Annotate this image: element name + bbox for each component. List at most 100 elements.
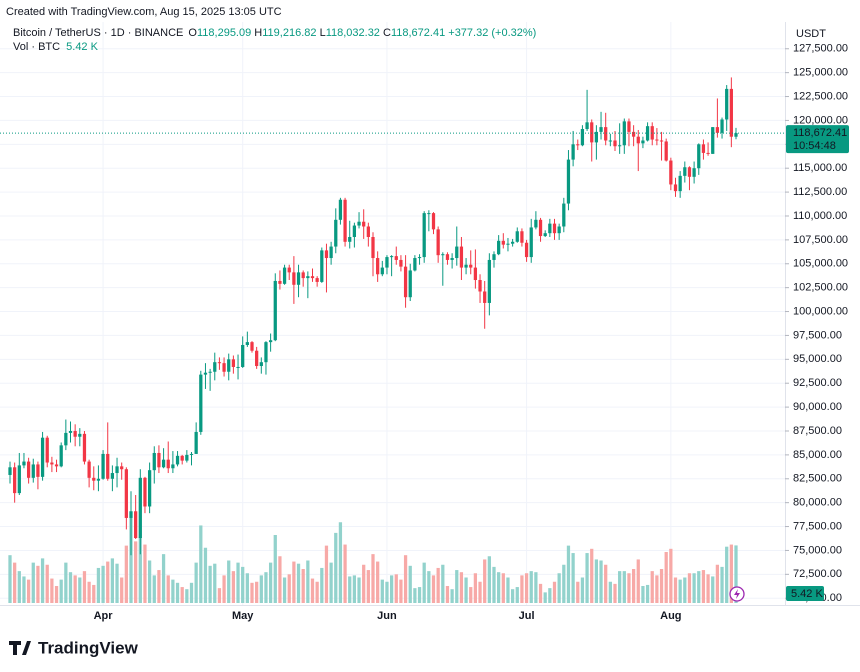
- volume-bar: [701, 570, 706, 603]
- candle-body: [292, 272, 296, 285]
- candle-body: [650, 126, 654, 140]
- candle-body: [231, 359, 236, 367]
- candle-body: [711, 127, 715, 154]
- candle-body: [538, 219, 543, 237]
- candle-body: [436, 229, 440, 256]
- candle-body: [376, 258, 380, 275]
- candle-body: [501, 240, 505, 245]
- candle-body: [194, 431, 198, 454]
- volume-bar: [213, 563, 217, 603]
- logo-mark: [9, 641, 31, 655]
- candle-body: [64, 432, 68, 446]
- candle-body: [529, 227, 533, 258]
- volume-bar: [357, 577, 361, 603]
- candle-body: [701, 144, 706, 153]
- candle-body: [255, 350, 259, 367]
- volume-bar: [725, 546, 729, 603]
- volume-bar: [650, 571, 654, 603]
- candle-body: [120, 466, 124, 470]
- y-tick-label: 127,500.00: [793, 43, 848, 55]
- candle-body: [431, 213, 436, 230]
- candle-body: [110, 473, 115, 479]
- candle-body: [264, 342, 268, 363]
- volume-bar: [385, 581, 389, 603]
- candle-body: [13, 467, 17, 494]
- volume-bar: [152, 575, 156, 603]
- candle-body: [613, 140, 617, 147]
- candle-body: [185, 454, 189, 461]
- candle-body: [580, 129, 585, 146]
- candle-body: [106, 453, 110, 479]
- candle-body: [320, 250, 324, 282]
- y-tick-label: 85,000.00: [793, 449, 842, 461]
- volume-bar: [389, 575, 394, 603]
- currency: USDT: [796, 28, 826, 40]
- candle-body: [548, 223, 552, 234]
- volume-bar: [338, 522, 343, 603]
- volume-bar: [68, 572, 73, 603]
- volume-bar: [22, 576, 26, 603]
- candle-body: [50, 462, 54, 465]
- volume-bar: [231, 571, 236, 603]
- candle-body: [534, 219, 538, 228]
- volume-bar: [292, 561, 296, 603]
- candle-body: [455, 246, 459, 259]
- candle-body: [673, 184, 678, 192]
- x-tick-label: Jul: [519, 610, 535, 622]
- volume-bar: [734, 545, 738, 603]
- volume-bar: [301, 569, 305, 603]
- candle-body: [641, 140, 645, 144]
- candle-body: [329, 246, 333, 259]
- volume-bar: [548, 588, 552, 603]
- volume-bar: [31, 562, 35, 603]
- candle-body: [510, 241, 515, 244]
- volume-bar: [422, 562, 426, 603]
- candle-body: [301, 272, 305, 279]
- candle-body: [706, 152, 710, 154]
- candle-body: [157, 452, 161, 468]
- candle-body: [394, 256, 398, 260]
- candle-body: [315, 278, 319, 282]
- candle-body: [171, 464, 175, 469]
- volume-bar: [645, 584, 650, 603]
- change: +377.32 (+0.32%): [448, 27, 536, 39]
- volume-bar: [469, 587, 473, 603]
- volume-bar: [417, 587, 422, 603]
- o-label: O: [188, 27, 197, 39]
- volume-bar: [366, 570, 370, 603]
- candle-body: [608, 140, 612, 142]
- volume-bar: [343, 544, 347, 603]
- candle-body: [45, 437, 49, 463]
- volume-bar: [306, 560, 310, 603]
- volume-bar: [110, 558, 115, 603]
- volume-bar: [543, 592, 547, 603]
- volume-bar: [506, 577, 510, 603]
- volume-bar: [362, 564, 366, 603]
- volume-bar: [87, 581, 91, 603]
- candle-body: [725, 88, 729, 120]
- candle-body: [478, 280, 482, 292]
- volume-bar: [115, 563, 119, 603]
- y-tick-label: 122,500.00: [793, 90, 848, 102]
- volume-bar: [259, 575, 263, 603]
- volume-bar: [641, 586, 645, 603]
- candle-body: [334, 219, 338, 247]
- candle-body: [604, 127, 608, 141]
- volume-value: 5.42 K: [66, 41, 98, 53]
- volume-bar: [720, 566, 724, 603]
- x-tick-label: May: [232, 610, 254, 622]
- candle-body: [590, 122, 594, 143]
- volume-bar: [26, 579, 31, 603]
- candle-body: [26, 461, 31, 478]
- candle-body: [692, 168, 696, 177]
- candle-body: [464, 264, 468, 268]
- volume-bar: [334, 532, 338, 603]
- volume-bar: [185, 589, 189, 603]
- volume-bar: [445, 586, 450, 603]
- volume-bar: [106, 561, 110, 603]
- volume-bar: [492, 566, 496, 603]
- volume-bar: [45, 564, 49, 603]
- candle-body: [338, 199, 343, 220]
- candle-body: [101, 453, 105, 479]
